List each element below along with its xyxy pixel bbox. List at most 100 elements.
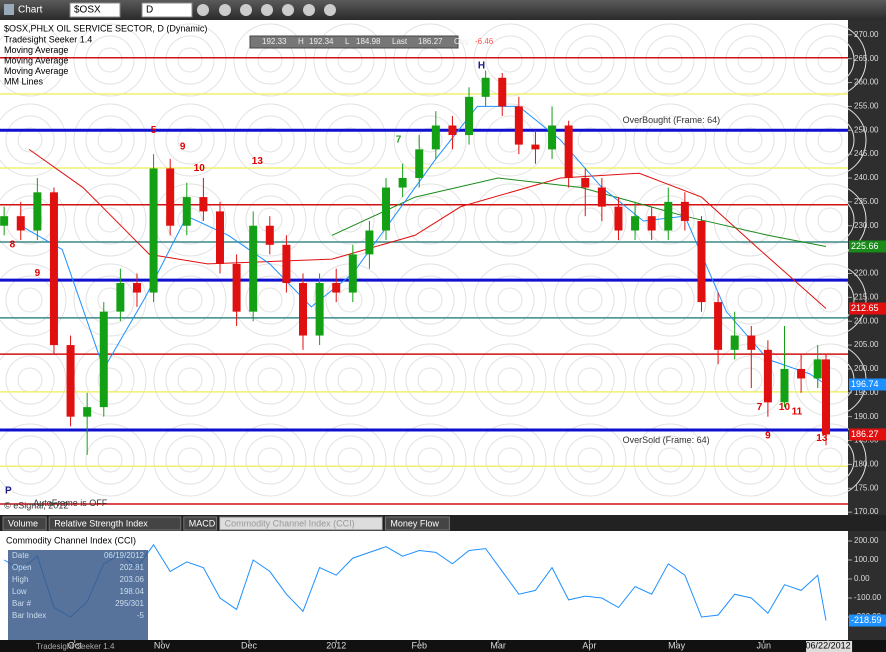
y-tick-label: 175.00 <box>854 483 879 492</box>
pattern-circle <box>393 103 467 177</box>
pattern-circle <box>257 127 283 153</box>
tab-label: Relative Strength Index <box>54 518 148 528</box>
icon[interactable] <box>219 4 231 16</box>
interval-text: D <box>146 5 153 16</box>
quote-box <box>249 35 459 49</box>
pattern-circle <box>793 263 867 337</box>
setup-count: 9 <box>35 268 41 279</box>
pattern-circle <box>817 287 843 313</box>
pattern-circle <box>725 115 775 165</box>
data-value: 06/19/2012 <box>104 551 145 560</box>
quote: 192.33 H 192.34 L 184.98 Last 186.27 Chg -6.46 <box>262 37 494 46</box>
candle-body <box>531 144 540 150</box>
pattern-circle <box>97 127 123 153</box>
pattern-circle <box>577 127 603 153</box>
candle-body <box>431 125 440 150</box>
pattern-circle <box>473 423 547 497</box>
pattern-circle <box>473 263 547 337</box>
tab[interactable] <box>48 516 182 531</box>
pattern-circle <box>633 23 707 97</box>
tab-label: Commodity Channel Index (CCI) <box>225 518 355 528</box>
pattern-circle <box>713 23 787 97</box>
icon[interactable] <box>240 4 252 16</box>
y-tick-label: 200.00 <box>854 536 879 545</box>
x-tick-label: Apr <box>582 640 596 650</box>
icon[interactable] <box>261 4 273 16</box>
candle-body <box>149 168 158 293</box>
y-tick-label: 240.00 <box>854 173 879 182</box>
pattern-circle <box>233 423 307 497</box>
candle-body <box>398 177 407 188</box>
pattern-circle <box>497 207 523 233</box>
pattern-circle <box>393 423 467 497</box>
candle-body <box>514 106 523 145</box>
pattern-circle <box>473 183 547 257</box>
pattern-circle <box>737 127 763 153</box>
icon[interactable] <box>282 4 294 16</box>
tab-label: Volume <box>8 518 38 528</box>
candle-body <box>83 407 92 417</box>
pattern-circle <box>337 447 363 473</box>
quote-value: 192.34 <box>309 37 334 46</box>
interval-input[interactable] <box>141 2 193 18</box>
y-tick-label: 260.00 <box>854 78 879 87</box>
icon[interactable] <box>324 4 336 16</box>
pattern-circle <box>233 23 307 97</box>
pattern-circle <box>85 195 135 245</box>
y-tick-label: 0.00 <box>854 574 870 583</box>
date-highlight <box>806 641 853 652</box>
pattern-circle <box>165 355 215 405</box>
tab[interactable] <box>384 516 450 531</box>
tab[interactable] <box>219 516 383 531</box>
icon[interactable] <box>197 4 209 16</box>
pattern-circle <box>497 447 523 473</box>
quote-label: L <box>345 37 350 46</box>
pattern-circle <box>245 435 295 485</box>
pattern-circle <box>153 423 227 497</box>
pattern-circle <box>497 47 523 73</box>
tab[interactable] <box>2 516 47 531</box>
pattern-circle <box>5 35 55 85</box>
pattern-circle <box>725 195 775 245</box>
candle-body <box>348 254 357 293</box>
y-tick-label: 220.00 <box>854 269 879 278</box>
pattern-circle <box>417 127 443 153</box>
pattern-circle <box>817 207 843 233</box>
candle-body <box>282 244 291 284</box>
symbol-text: $OSX <box>74 5 101 16</box>
pattern-circle <box>497 287 523 313</box>
symbol-input[interactable] <box>69 2 121 18</box>
pattern-circle <box>85 275 135 325</box>
moving-average <box>20 105 827 385</box>
pattern-circle <box>233 343 307 417</box>
setup-count: 13 <box>252 156 264 167</box>
icon[interactable] <box>303 4 315 16</box>
data-label: Date <box>12 551 29 560</box>
candle-body <box>498 77 507 107</box>
pattern-circle <box>805 35 855 85</box>
candle-body <box>664 201 673 231</box>
pattern-circle <box>645 355 695 405</box>
y-tick-label: 215.00 <box>854 292 879 301</box>
candle-body <box>614 206 623 231</box>
pattern-circle <box>737 287 763 313</box>
data-window <box>8 550 148 640</box>
pattern-circle <box>713 103 787 177</box>
y-tick-label: 230.00 <box>854 221 879 230</box>
pattern-circle <box>165 275 215 325</box>
pattern-circle <box>565 35 615 85</box>
pattern-circle <box>245 115 295 165</box>
pattern-circle <box>97 207 123 233</box>
tab[interactable] <box>183 516 218 531</box>
pattern-circle <box>565 435 615 485</box>
pattern-circle <box>485 115 535 165</box>
x-tick-label: Nov <box>154 640 171 650</box>
candle-body <box>822 359 831 435</box>
y-tick-label: 190.00 <box>854 412 879 421</box>
pattern-circle <box>657 127 683 153</box>
moving-average <box>28 148 827 309</box>
tabs: Volume Relative Strength Index MACD Commodi… <box>2 516 450 531</box>
pattern-circle <box>97 47 123 73</box>
pattern-circle <box>313 423 387 497</box>
setup-count: 7 <box>757 402 763 413</box>
